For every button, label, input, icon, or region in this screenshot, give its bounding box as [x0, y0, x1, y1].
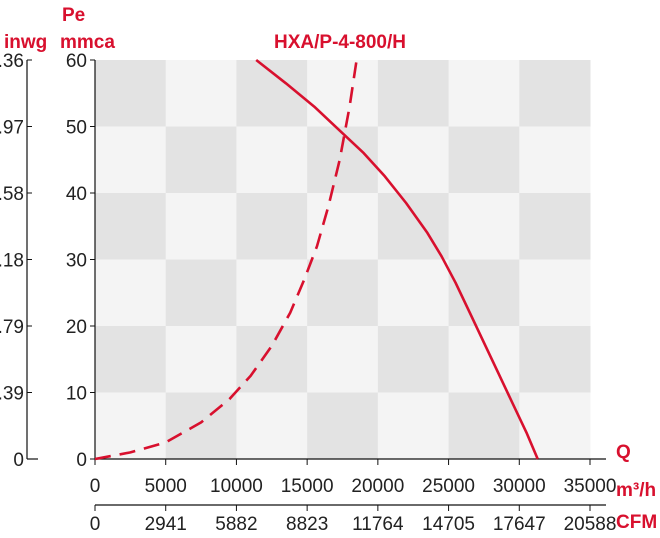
- y-outer-tick-label: 0: [13, 450, 24, 471]
- x-axis-symbol: Q: [616, 442, 631, 463]
- grid-cell: [95, 326, 167, 393]
- x-secondary-tick-label: 11764: [352, 514, 404, 535]
- y-outer-axis-label: inwg: [4, 32, 47, 53]
- x-secondary-tick-label: 17647: [493, 514, 546, 535]
- x-primary-tick-label: 35000: [564, 476, 617, 497]
- grid-cell: [519, 392, 591, 460]
- grid-cell: [377, 392, 450, 460]
- grid-cell: [448, 60, 520, 127]
- system-resistance-curve: [94, 59, 358, 461]
- x-primary-tick-label: 5000: [145, 476, 187, 497]
- x-secondary-tick-label: 20588: [564, 514, 617, 535]
- grid-cell: [377, 126, 450, 194]
- grid-cell: [519, 126, 591, 194]
- grid-cell: [377, 326, 450, 393]
- y-outer-tick-label: 0.79: [0, 317, 24, 338]
- y-inner-tick-label: 0: [76, 450, 87, 471]
- x-secondary-tick-label: 8823: [286, 514, 328, 535]
- x-primary-unit: m³/h: [616, 480, 656, 501]
- grid-cell: [95, 193, 167, 260]
- grid-cell: [165, 193, 237, 260]
- grid-cell: [95, 392, 167, 460]
- x-primary-tick-label: 20000: [351, 476, 404, 497]
- axes: [26, 59, 606, 511]
- grid-cell: [448, 392, 520, 460]
- y-outer-tick-label: 2.36: [0, 51, 24, 72]
- y-inner-tick-label: 10: [66, 384, 87, 405]
- y-outer-tick-label: 0.39: [0, 384, 24, 405]
- y-inner-axis-label-bottom: mmca: [60, 32, 115, 53]
- grid-cell: [236, 259, 308, 327]
- x-primary-tick-label: 10000: [210, 476, 263, 497]
- y-inner-tick-label: 30: [66, 251, 87, 272]
- grid-cell: [519, 326, 591, 393]
- grid-cell: [448, 326, 520, 393]
- x-primary-tick-label: 30000: [493, 476, 546, 497]
- y-inner-tick-label: 20: [66, 317, 87, 338]
- grid-cell: [519, 60, 591, 127]
- grid-cell: [165, 259, 237, 327]
- grid-cell: [236, 326, 308, 393]
- grid-cell: [95, 126, 167, 194]
- grid-cell: [448, 193, 520, 260]
- y-outer-tick-label: 1.18: [0, 251, 24, 272]
- grid-cell: [165, 60, 237, 127]
- grid-cell: [377, 259, 450, 327]
- grid-cell: [519, 259, 591, 327]
- y-inner-tick-label: 50: [66, 118, 87, 139]
- checkerboard-background: [95, 60, 591, 460]
- curves: [94, 58, 539, 461]
- x-secondary-tick-label: 14705: [422, 514, 475, 535]
- grid-cell: [165, 326, 237, 393]
- grid-cell: [307, 392, 379, 460]
- y-outer-tick-label: 1.58: [0, 184, 24, 205]
- tick-labels: 0 10 20 30 40 50 60 0 0.39 0.79 1.18 1.58 1.97 2.36 0 5…: [0, 51, 616, 535]
- grid-cell: [236, 392, 308, 460]
- y-inner-tick-label: 60: [66, 51, 87, 72]
- grid-cell: [307, 60, 379, 127]
- grid-cell: [519, 193, 591, 260]
- y-outer-tick-label: 1.97: [0, 118, 24, 139]
- y-inner-axis-label-top: Pe: [62, 5, 85, 26]
- chart-title: HXA/P-4-800/H: [274, 32, 406, 53]
- x-secondary-tick-label: 5882: [215, 514, 257, 535]
- grid-cell: [95, 259, 167, 327]
- grid-cell: [307, 259, 379, 327]
- x-secondary-tick-label: 2941: [145, 514, 187, 535]
- grid-cell: [165, 126, 237, 194]
- grid-cell: [307, 326, 379, 393]
- grid-cell: [95, 60, 167, 127]
- grid-cell: [236, 193, 308, 260]
- x-secondary-tick-label: 0: [90, 514, 101, 535]
- grid-cell: [448, 126, 520, 194]
- x-primary-tick-label: 25000: [422, 476, 475, 497]
- grid-cell: [236, 126, 308, 194]
- x-primary-tick-label: 15000: [281, 476, 334, 497]
- y-inner-tick-label: 40: [66, 184, 87, 205]
- grid-cell: [377, 60, 450, 127]
- grid-cell: [307, 193, 379, 260]
- x-secondary-unit: CFM: [616, 512, 657, 533]
- fan-performance-curve: [255, 58, 539, 460]
- x-primary-tick-label: 0: [90, 476, 101, 497]
- grid-cell: [165, 392, 237, 460]
